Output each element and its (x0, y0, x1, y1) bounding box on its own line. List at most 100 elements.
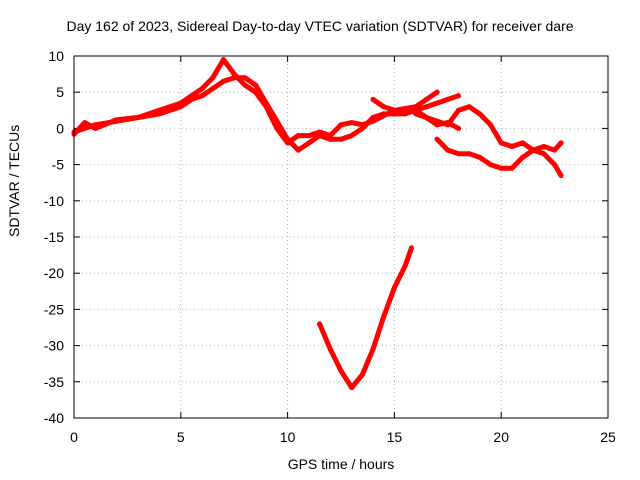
data-point (413, 111, 419, 117)
data-point (509, 165, 515, 171)
data-point (317, 321, 323, 327)
series-line-track-1 (71, 75, 461, 153)
data-point (541, 151, 547, 157)
data-point (178, 100, 184, 106)
data-point (520, 154, 526, 160)
y-tick-label: -20 (44, 265, 64, 281)
data-point (338, 136, 344, 142)
data-point (327, 136, 333, 142)
data-point (498, 140, 504, 146)
data-point (477, 111, 483, 117)
data-point (423, 115, 429, 120)
data-point (135, 115, 141, 120)
data-point (285, 140, 291, 146)
data-point (306, 140, 312, 146)
data-point (210, 86, 216, 92)
data-point (445, 147, 451, 153)
plot-frame (73, 55, 609, 419)
data-point (317, 129, 323, 135)
data-point (488, 122, 493, 128)
data-point (370, 96, 376, 102)
data-point (520, 140, 526, 146)
y-tick-label: 10 (48, 48, 64, 64)
y-tick-label: -25 (44, 301, 64, 317)
data-point (552, 147, 558, 153)
y-tick-label: 0 (56, 120, 64, 136)
data-point (402, 107, 408, 113)
data-point (552, 162, 558, 168)
data-point (558, 173, 564, 178)
data-point (370, 118, 376, 124)
data-point (423, 104, 429, 110)
data-point (391, 107, 397, 113)
series-group (71, 57, 564, 391)
data-point (381, 314, 387, 320)
data-point (434, 89, 440, 95)
y-axis: 10 5 0 -5 -10 -15 -20 -25 -30 -35 -40 (44, 48, 608, 426)
x-tick-label: 25 (600, 429, 616, 445)
y-tick-label: -15 (44, 229, 64, 245)
data-point (541, 144, 547, 149)
data-point (466, 104, 472, 110)
data-point (114, 117, 120, 123)
data-point (156, 107, 162, 113)
grid (74, 56, 608, 418)
data-point (210, 75, 216, 81)
data-point (253, 82, 259, 88)
data-point (189, 93, 194, 99)
data-point (242, 75, 248, 81)
data-point (434, 122, 440, 128)
x-tick-label: 5 (177, 429, 185, 445)
data-point (199, 93, 205, 99)
y-tick-label: -5 (52, 157, 65, 173)
x-tick-label: 0 (70, 429, 78, 445)
y-tick-label: 5 (56, 84, 64, 100)
data-point (445, 96, 451, 102)
data-point (306, 133, 312, 139)
data-point (456, 93, 461, 99)
data-point (434, 136, 440, 142)
data-point (445, 120, 451, 126)
data-point (263, 104, 269, 110)
data-point (381, 104, 387, 110)
data-point (349, 385, 355, 391)
data-point (456, 151, 461, 157)
data-point (253, 89, 259, 95)
chart-title: Day 162 of 2023, Sidereal Day-to-day VTE… (66, 18, 574, 34)
data-point (221, 57, 226, 63)
y-tick-label: -10 (44, 193, 64, 209)
y-tick-label: -40 (44, 410, 64, 426)
series-line-track-2 (71, 57, 440, 146)
x-tick-label: 20 (493, 429, 509, 445)
data-point (199, 86, 205, 92)
data-point (295, 133, 301, 139)
data-point (466, 151, 472, 157)
data-point (413, 107, 419, 113)
data-point (498, 165, 504, 171)
x-axis: 0 5 10 15 20 25 (70, 56, 616, 445)
data-point (402, 263, 408, 269)
data-point (327, 346, 333, 352)
y-tick-label: -30 (44, 338, 64, 354)
data-point (509, 144, 515, 149)
data-point (456, 125, 461, 131)
y-axis-label: SDTVAR / TECUs (6, 124, 22, 237)
data-point (359, 372, 365, 378)
data-point (530, 147, 536, 153)
data-point (434, 100, 440, 106)
data-point (295, 147, 301, 153)
data-point (456, 107, 461, 113)
data-point (558, 140, 564, 146)
data-point (242, 82, 248, 88)
x-tick-label: 10 (280, 429, 296, 445)
data-point (274, 125, 280, 131)
data-point (92, 125, 98, 131)
data-point (327, 133, 333, 139)
data-point (338, 368, 344, 374)
data-point (409, 245, 414, 251)
data-point (82, 120, 88, 126)
x-tick-label: 15 (387, 429, 403, 445)
data-point (231, 71, 237, 77)
data-point (359, 125, 365, 131)
